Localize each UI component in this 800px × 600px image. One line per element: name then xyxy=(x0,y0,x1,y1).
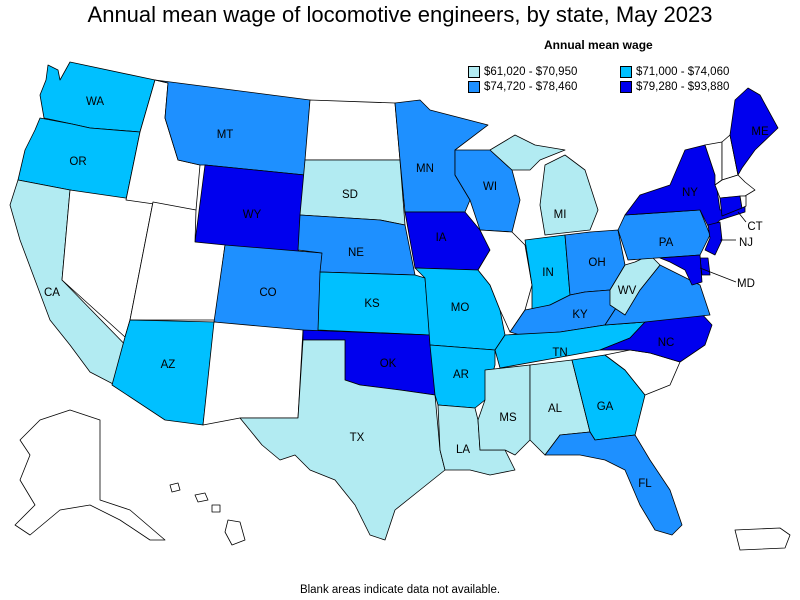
state-label-mt: MT xyxy=(217,129,234,141)
state-label-ny: NY xyxy=(682,187,698,199)
state-label-pa: PA xyxy=(659,237,674,249)
legend-swatch xyxy=(468,66,480,78)
state-label-ar: AR xyxy=(453,369,469,381)
state-nd[interactable] xyxy=(304,99,401,161)
state-ri[interactable] xyxy=(739,195,747,209)
state-label-ms: MS xyxy=(499,412,517,424)
state-hi[interactable] xyxy=(169,482,246,546)
state-label-ct: CT xyxy=(747,221,762,233)
state-tx[interactable] xyxy=(239,339,446,541)
legend-swatch xyxy=(620,81,632,93)
state-label-sd: SD xyxy=(342,189,358,201)
state-ak[interactable] xyxy=(14,409,166,541)
map-title: Annual mean wage of locomotive engineers… xyxy=(87,2,713,27)
legend-label: $74,720 - $78,460 xyxy=(484,81,578,93)
state-label-wa: WA xyxy=(86,96,104,108)
state-label-co: CO xyxy=(259,287,276,299)
state-label-ne: NE xyxy=(348,247,364,259)
state-ar[interactable] xyxy=(429,344,496,409)
state-label-az: AZ xyxy=(161,359,176,371)
state-label-nj: NJ xyxy=(739,237,753,249)
state-nc[interactable] xyxy=(599,311,713,363)
state-label-mn: MN xyxy=(416,163,434,175)
state-label-ky: KY xyxy=(572,309,588,321)
state-label-mo: MO xyxy=(451,302,470,314)
state-fl[interactable] xyxy=(544,431,683,536)
state-label-al: AL xyxy=(548,403,563,415)
state-label-tn: TN xyxy=(552,347,567,359)
state-pa[interactable] xyxy=(617,209,711,261)
state-me[interactable] xyxy=(729,87,779,176)
state-md[interactable] xyxy=(659,254,703,286)
state-label-ga: GA xyxy=(597,401,614,413)
state-label-oh: OH xyxy=(588,257,605,269)
state-label-nc: NC xyxy=(658,337,675,349)
state-label-wv: WV xyxy=(618,285,637,297)
state-label-ca: CA xyxy=(44,287,60,299)
ct-callout-line xyxy=(737,211,747,223)
state-nj[interactable] xyxy=(704,221,723,256)
legend-label: $71,000 - $74,060 xyxy=(636,66,730,78)
state-label-wy: WY xyxy=(243,209,262,221)
legend-swatch xyxy=(468,81,480,93)
state-label-me: ME xyxy=(751,126,769,138)
state-nm[interactable] xyxy=(202,321,304,426)
state-pr[interactable] xyxy=(734,527,791,551)
legend-item: $71,000 - $74,060 xyxy=(620,66,729,78)
state-la[interactable] xyxy=(437,404,516,476)
state-label-or: OR xyxy=(69,156,86,168)
state-wv[interactable] xyxy=(609,254,661,316)
state-label-in: IN xyxy=(542,267,554,279)
legend-item: $74,720 - $78,460 xyxy=(468,81,577,93)
legend-label: $61,020 - $70,950 xyxy=(484,66,578,78)
state-label-la: LA xyxy=(456,444,470,456)
state-label-ks: KS xyxy=(364,298,380,310)
legend-item: $61,020 - $70,950 xyxy=(468,66,577,78)
state-label-ia: IA xyxy=(436,232,447,244)
state-az[interactable] xyxy=(111,319,216,426)
legend-item: $79,280 - $93,880 xyxy=(620,81,729,93)
state-label-wi: WI xyxy=(483,181,497,193)
state-label-ok: OK xyxy=(380,358,397,370)
state-label-fl: FL xyxy=(638,478,652,490)
state-label-mi: MI xyxy=(554,209,567,221)
state-ms[interactable] xyxy=(477,364,531,456)
footnote: Blank areas indicate data not available. xyxy=(299,584,501,596)
legend-label: $79,280 - $93,880 xyxy=(636,81,730,93)
state-label-tx: TX xyxy=(350,432,365,444)
state-label-md: MD xyxy=(737,278,755,290)
legend-title: Annual mean wage xyxy=(544,38,653,52)
state-mi[interactable] xyxy=(489,134,599,236)
legend-swatch xyxy=(620,66,632,78)
md-callout-line xyxy=(699,267,737,283)
